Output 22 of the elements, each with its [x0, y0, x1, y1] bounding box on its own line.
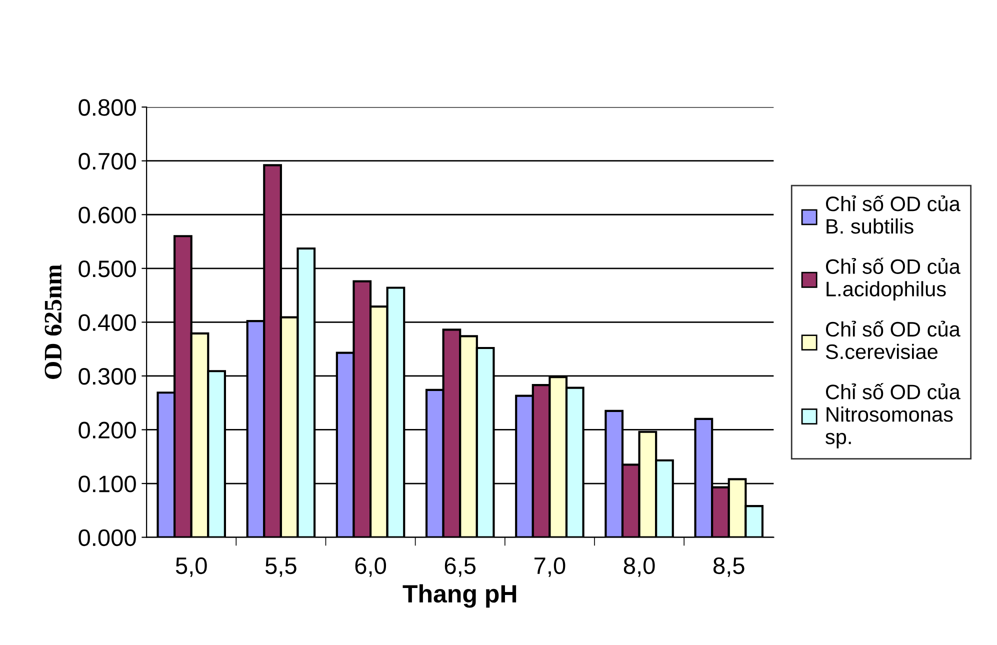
x-tick-label: 5,5 [265, 558, 296, 577]
legend-label: Chỉ số OD của Nitrosomonas sp. [826, 383, 960, 448]
legend-label: Chỉ số OD của L.acidophilus [826, 258, 960, 301]
x-axis-title: Thang pH [402, 584, 516, 608]
y-tick-label: 0.100 [78, 476, 136, 492]
y-tick-label: 0.300 [78, 368, 136, 385]
y-axis-title: OD 625nm [44, 264, 62, 379]
x-tick-label: 8,0 [624, 557, 655, 577]
y-tick-label: 0.600 [78, 206, 136, 224]
x-tick-label: 8,5 [713, 557, 744, 577]
y-tick-label: 0.800 [78, 99, 136, 116]
y-tick-label: 0.500 [78, 260, 136, 278]
legend-label: Chỉ số OD của S.cerevisiae [826, 320, 960, 360]
y-tick-label: 0.700 [78, 152, 136, 170]
x-tick-label: 6,0 [355, 557, 386, 577]
x-tick-label: 5,0 [176, 557, 207, 577]
y-tick-label: 0.400 [78, 314, 136, 331]
y-tick-label: 0.000 [78, 529, 136, 546]
x-tick-label: 7,0 [534, 557, 566, 577]
x-tick-label: 6,5 [444, 557, 476, 577]
legend-label: Chỉ số OD của B. subtilis [826, 195, 960, 234]
y-tick-label: 0.200 [78, 422, 136, 439]
